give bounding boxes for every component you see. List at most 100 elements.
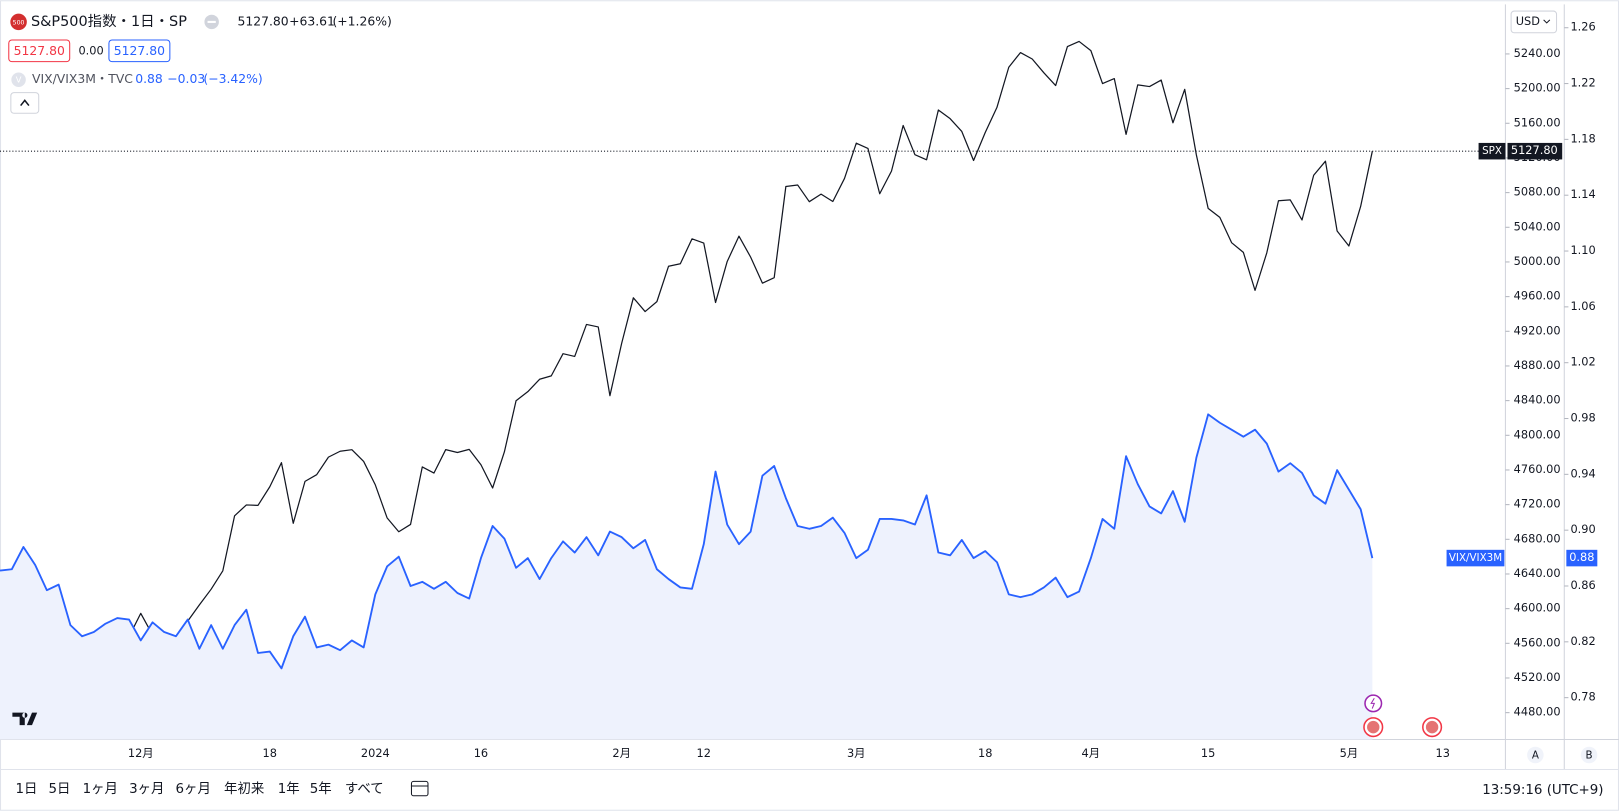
price-badge-label: 0.88 (1569, 550, 1594, 564)
y2-tick-label: 1.22 (1570, 76, 1595, 90)
range-button[interactable]: 5日 (49, 782, 71, 797)
bid[interactable]: 5127.80 (14, 43, 65, 58)
y2-tick-label: 1.14 (1570, 187, 1595, 201)
clock: 13:59:16 (UTC+9) (1482, 783, 1603, 798)
y-tick-label: 4640.00 (1514, 566, 1561, 580)
line (0, 413, 1374, 670)
y2-tick-label: 0.94 (1570, 466, 1595, 480)
range-button[interactable]: 1ヶ月 (83, 782, 118, 797)
y-tick-label: 5000.00 (1514, 254, 1561, 268)
event-icon (1370, 697, 1376, 709)
y-tick-label: 5040.00 (1514, 219, 1561, 233)
compare-title[interactable]: VIX/VIX3M・TVC (32, 71, 133, 86)
y-tick-label: 4760.00 (1514, 462, 1561, 476)
y2-tick-label: 1.18 (1570, 131, 1595, 145)
y-tick-label: 4920.00 (1514, 323, 1561, 337)
x-tick-label: 12 (697, 746, 711, 760)
price: 5127.80 (237, 13, 288, 28)
series-badge-label: SPX (1482, 145, 1502, 157)
x-tick-label: 18 (263, 746, 277, 760)
collapse-button[interactable] (10, 92, 40, 114)
x-tick-label: 13 (1436, 746, 1450, 760)
collapse-icon (20, 99, 30, 107)
sell-button[interactable] (8, 39, 71, 63)
range-button[interactable]: 年初来 (224, 781, 264, 797)
x-tick-label: 4月 (1082, 746, 1101, 760)
y-tick-label: 5200.00 (1514, 81, 1561, 95)
y-tick-label: 5240.00 (1514, 46, 1561, 60)
x-tick-label: 18 (978, 746, 992, 760)
y2-tick-label: 0.82 (1570, 634, 1595, 648)
range-button[interactable]: 3ヶ月 (129, 782, 164, 797)
y-tick-label: 4880.00 (1514, 358, 1561, 372)
series-badge (1478, 142, 1506, 160)
y-tick-label: 4840.00 (1514, 393, 1561, 407)
compare-icon (11, 72, 26, 87)
y-tick-label: 4600.00 (1514, 601, 1561, 615)
range-button[interactable]: すべて (345, 781, 384, 797)
compare-change-pct: (−3.42%) (203, 71, 262, 86)
y-tick-label: 4480.00 (1514, 705, 1561, 719)
y-tick-label: 4520.00 (1514, 670, 1561, 684)
x-tick-label: 2024 (361, 746, 390, 760)
x-tick-label: 2月 (612, 746, 631, 760)
y-tick-label: 4800.00 (1514, 427, 1561, 441)
buy-button[interactable] (108, 39, 171, 63)
y2-tick-label: 0.90 (1570, 522, 1595, 536)
currency-caret (1543, 19, 1551, 24)
line (0, 40, 1373, 700)
range-button[interactable]: 1年 (278, 781, 300, 797)
x-tick-label: 16 (474, 746, 488, 760)
series-badge-label: VIX/VIX3M (1449, 552, 1502, 564)
y2-tick-label: 0.98 (1570, 411, 1595, 425)
range-button[interactable]: 5年 (310, 781, 332, 797)
scale-mode-button[interactable] (1527, 746, 1544, 764)
scale-mode-button[interactable] (1580, 746, 1598, 764)
symbol-icon (10, 13, 27, 31)
change: +63.61 (289, 13, 335, 28)
currency[interactable]: USD (1516, 14, 1541, 28)
range-button[interactable]: 1日 (15, 782, 37, 797)
spread: 0.00 (78, 43, 103, 57)
range-button[interactable]: 6ヶ月 (176, 782, 211, 797)
compare-change: −0.03 (167, 71, 205, 86)
compare-icon-text: V (16, 75, 22, 85)
y-tick-label: 4560.00 (1514, 635, 1561, 649)
y2-tick-label: 1.26 (1570, 20, 1595, 34)
currency-button[interactable] (1510, 10, 1558, 34)
economic-event-icon (1367, 720, 1380, 734)
change-pct: (+1.26%) (332, 13, 391, 28)
y2-tick-label: 1.02 (1570, 355, 1595, 369)
plot (0, 40, 1505, 740)
y2-tick-label: 1.10 (1570, 243, 1595, 257)
y-tick-label: 4960.00 (1514, 289, 1561, 303)
y-tick-label: 4680.00 (1514, 531, 1561, 545)
series-badge (1446, 549, 1505, 567)
y2-tick-label: 0.78 (1570, 690, 1595, 704)
symbol-icon-text: 500 (13, 19, 25, 26)
price-badge (1566, 549, 1598, 567)
y-tick-label: 5080.00 (1514, 185, 1561, 199)
x-tick-label: 12月 (128, 746, 154, 760)
symbol-title[interactable]: S&P500指数・1日・SP (31, 13, 187, 30)
area (0, 414, 1373, 740)
x-tick-label: 3月 (847, 746, 866, 760)
y2-tick-label: 0.86 (1570, 578, 1595, 592)
y-tick-label: 5160.00 (1514, 115, 1561, 129)
x-tick-label: 5月 (1340, 746, 1359, 760)
y-tick-label: 4720.00 (1514, 497, 1561, 511)
economic-event-icon (1425, 720, 1439, 734)
goto-date-icon[interactable] (410, 780, 429, 797)
x-tick-label: 15 (1201, 746, 1215, 760)
y2-tick-label: 1.06 (1570, 299, 1595, 313)
ask[interactable]: 5127.80 (114, 43, 165, 58)
compare-price: 0.88 (135, 71, 163, 86)
range-bar: 1日 5日 1ヶ月 3ヶ月 6ヶ月 年初来 1年 5年 すべて (15, 781, 383, 797)
scale-mode[interactable]: B (1586, 750, 1593, 762)
scale-mode[interactable]: A (1532, 750, 1539, 762)
price-badge (1507, 142, 1563, 160)
logo (12, 712, 38, 726)
price-badge-label: 5127.80 (1511, 143, 1558, 157)
